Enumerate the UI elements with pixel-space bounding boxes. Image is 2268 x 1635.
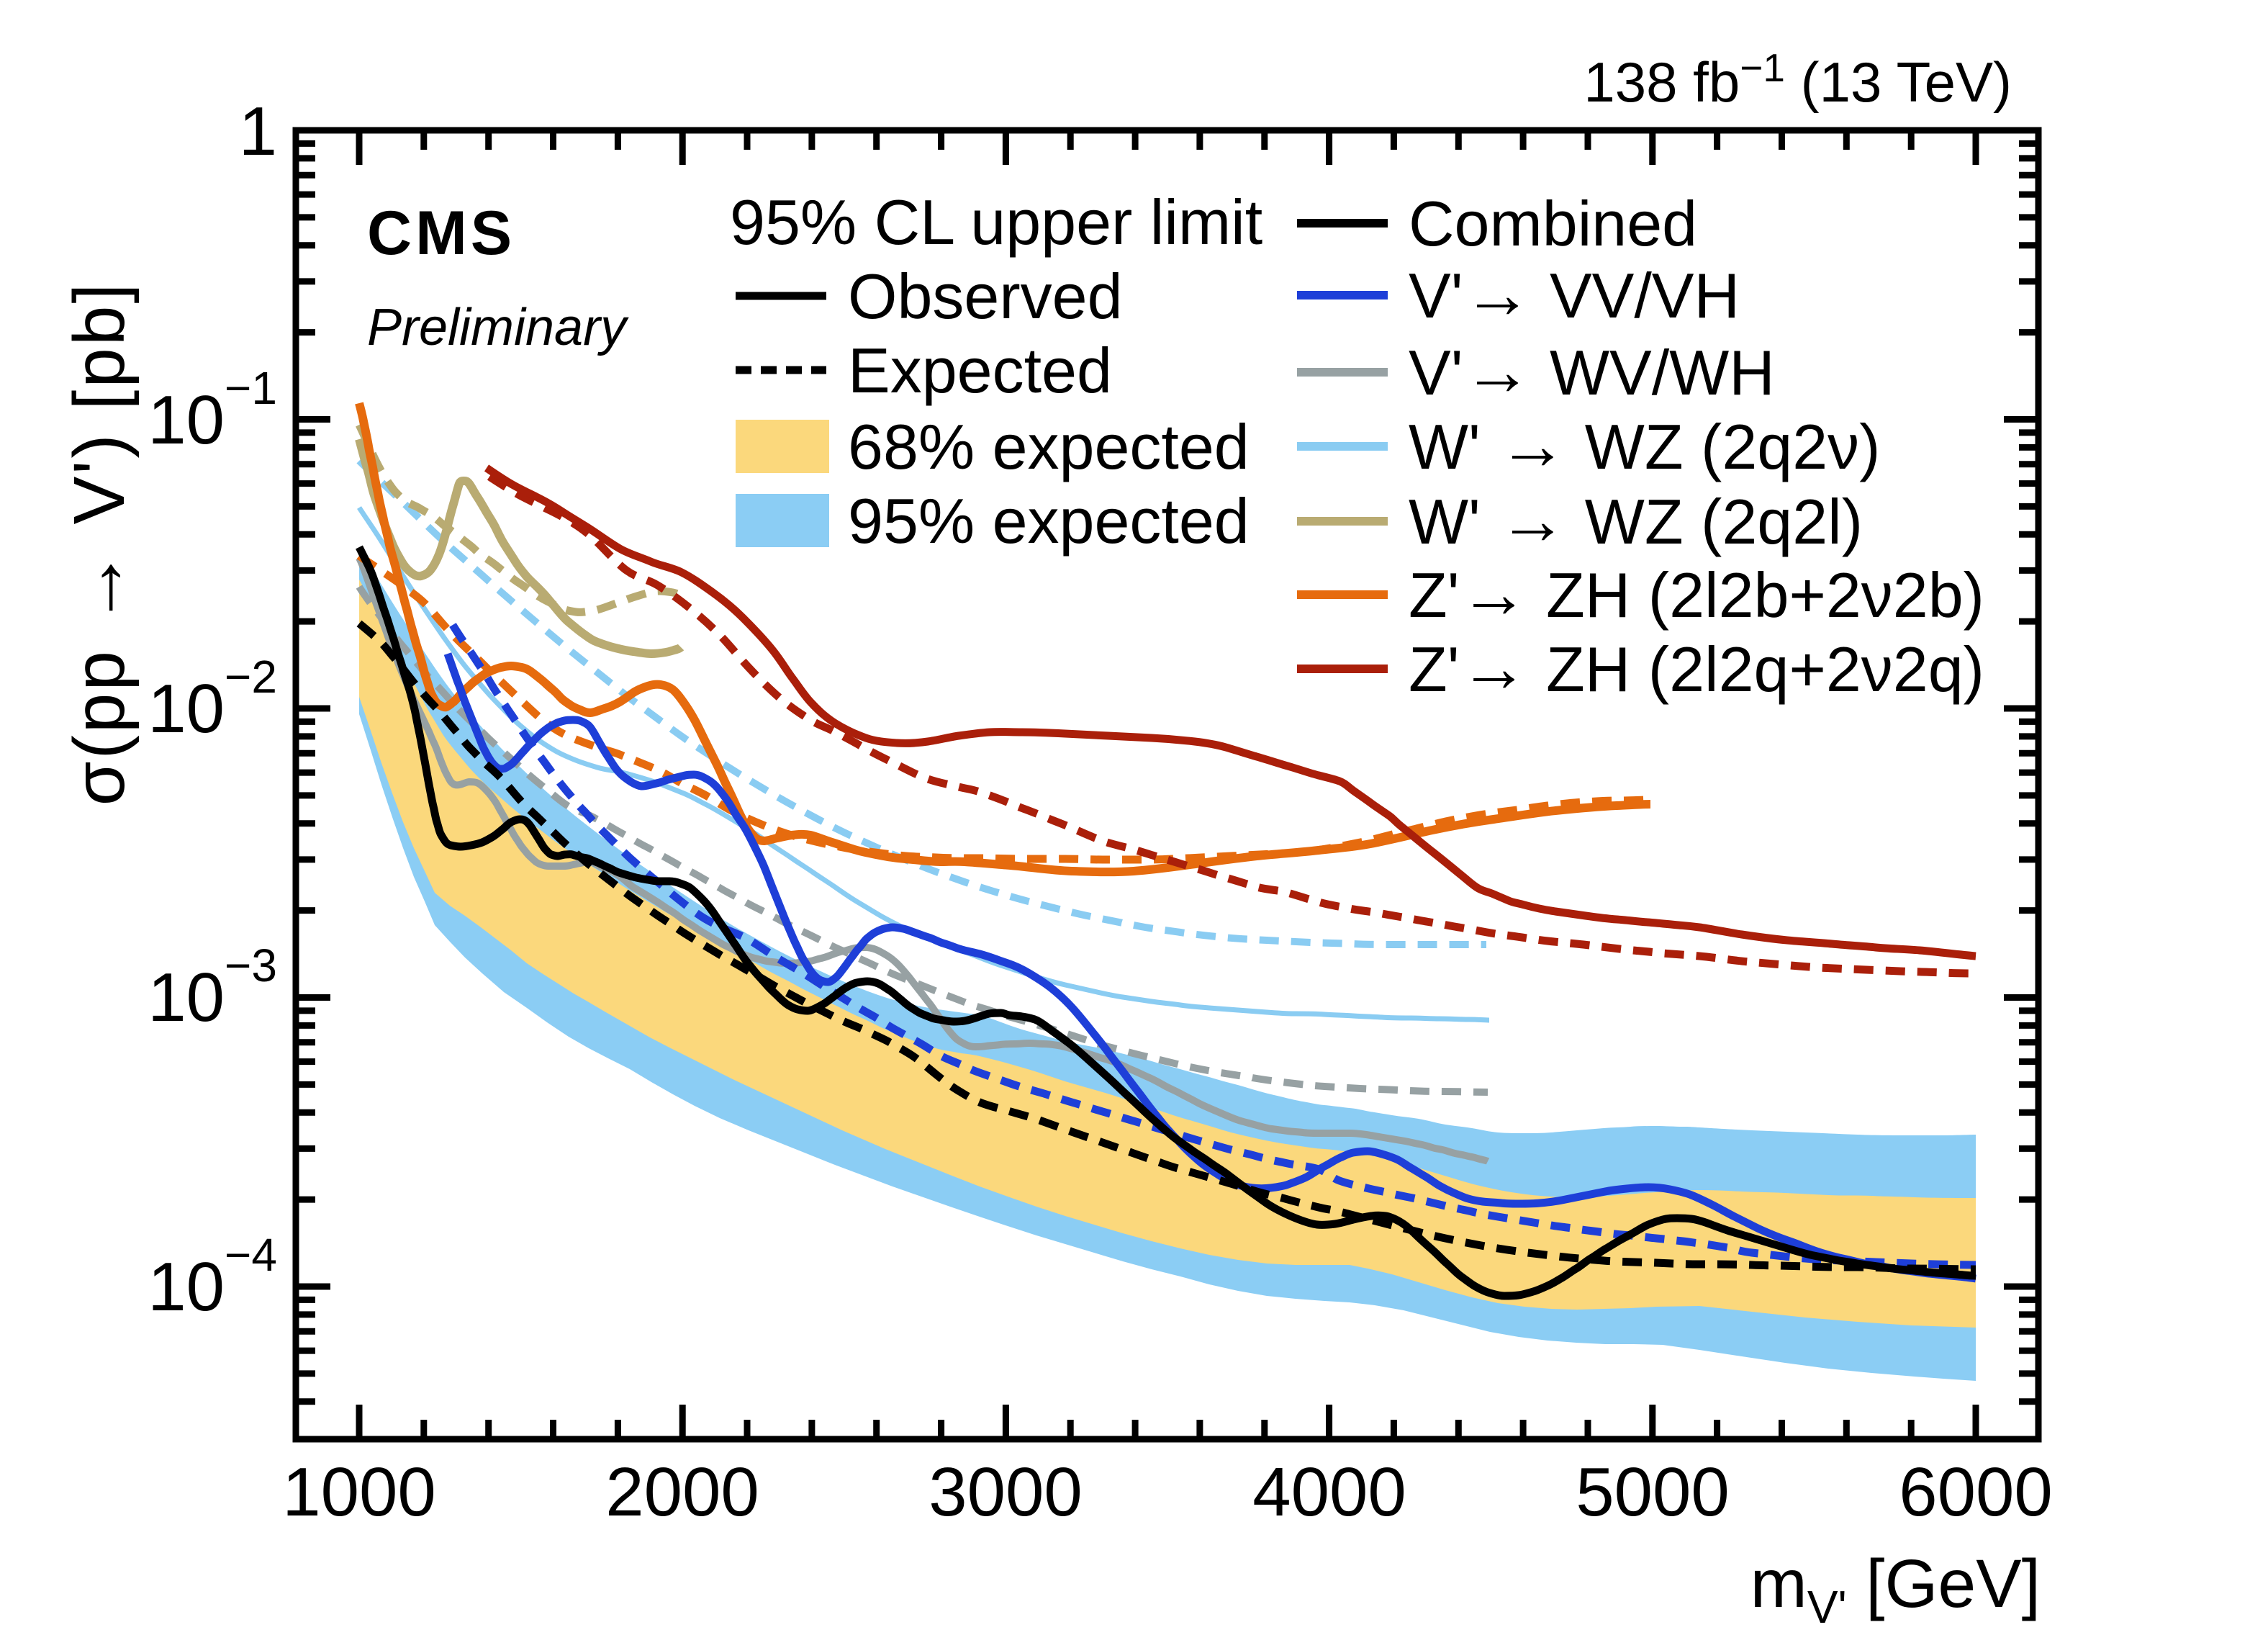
svg-text:4000: 4000 [1252, 1454, 1406, 1531]
svg-text:1000: 1000 [282, 1454, 436, 1531]
svg-text:95% expected: 95% expected [848, 485, 1250, 557]
svg-text:95% CL upper limit: 95% CL upper limit [730, 186, 1262, 258]
svg-text:1: 1 [239, 93, 277, 170]
svg-text:mV' [GeV]: mV' [GeV] [1750, 1546, 2041, 1633]
svg-text:6000: 6000 [1899, 1454, 2053, 1531]
svg-text:Combined: Combined [1409, 188, 1697, 259]
svg-text:V'→ VV/VH: V'→ VV/VH [1409, 256, 1740, 333]
svg-text:2000: 2000 [605, 1454, 759, 1531]
svg-text:3000: 3000 [929, 1454, 1083, 1531]
svg-text:5000: 5000 [1576, 1454, 1730, 1531]
svg-text:Expected: Expected [848, 335, 1112, 406]
svg-text:138 fb−1 (13 TeV): 138 fb−1 (13 TeV) [1583, 45, 2012, 114]
svg-text:Z'→ ZH (2l2b+2ν2b): Z'→ ZH (2l2b+2ν2b) [1409, 555, 1984, 632]
svg-text:σ(pp → V') [pb]: σ(pp → V') [pb] [53, 281, 140, 806]
svg-text:W' → WZ (2q2ν): W' → WZ (2q2ν) [1409, 407, 1880, 484]
svg-text:Z'→ ZH (2l2q+2ν2q): Z'→ ZH (2l2q+2ν2q) [1409, 629, 1984, 706]
svg-text:CMS: CMS [367, 199, 515, 268]
svg-text:V'→ WV/WH: V'→ WV/WH [1409, 333, 1775, 410]
svg-text:68% expected: 68% expected [848, 411, 1250, 482]
svg-text:Observed: Observed [848, 261, 1123, 332]
svg-text:W' → WZ (2q2l): W' → WZ (2q2l) [1409, 482, 1863, 559]
svg-text:Preliminary: Preliminary [367, 299, 629, 356]
